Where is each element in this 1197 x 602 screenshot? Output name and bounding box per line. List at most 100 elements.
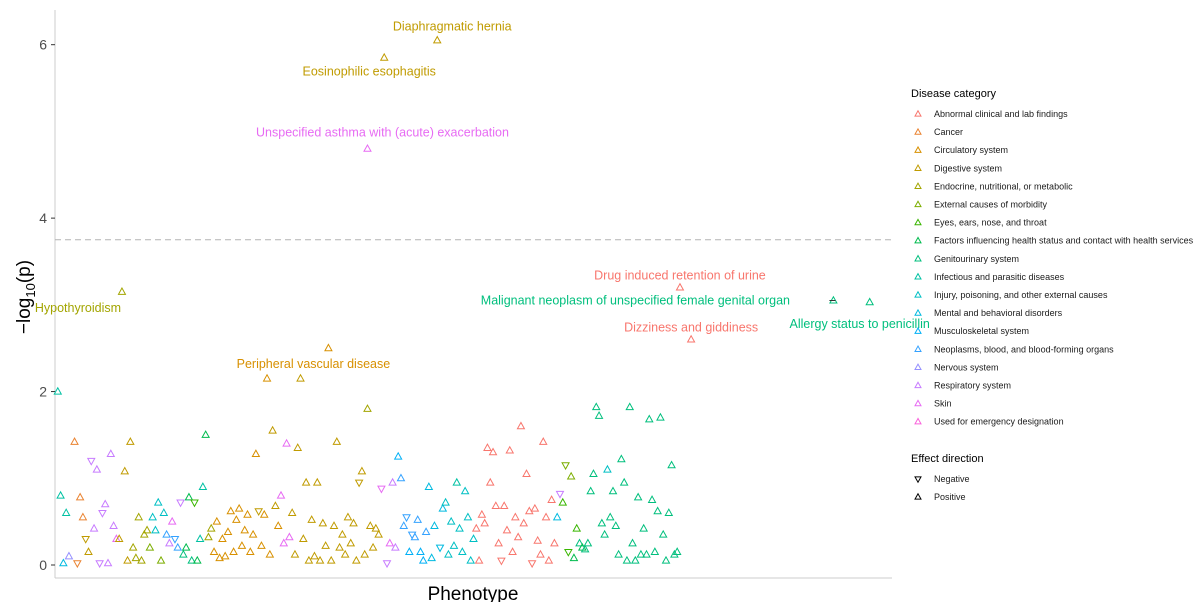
legend-item-label: Neoplasms, blood, and blood-forming orga…	[934, 344, 1114, 354]
legend-item-label: Abnormal clinical and lab findings	[934, 109, 1068, 119]
data-point	[661, 555, 671, 564]
data-point	[276, 490, 286, 499]
legend-key	[914, 345, 922, 352]
legend-item-label: Skin	[934, 399, 952, 409]
data-point	[444, 549, 453, 558]
data-point	[75, 492, 85, 501]
data-point	[287, 508, 297, 516]
legend-title-direction: Effect direction	[911, 453, 984, 465]
data-point	[469, 534, 478, 542]
data-point	[644, 414, 654, 423]
data-point	[131, 553, 141, 562]
data-point	[206, 523, 216, 532]
data-point	[64, 551, 74, 560]
data-point	[209, 547, 219, 556]
data-point	[282, 438, 291, 447]
legend-key	[914, 236, 922, 244]
data-point	[483, 443, 492, 451]
legend-item-label: Injury, poisoning, and other external ca…	[934, 290, 1108, 300]
data-point	[491, 501, 501, 510]
legend-key	[914, 109, 922, 117]
data-point	[452, 477, 462, 486]
data-point	[647, 495, 657, 503]
data-point	[371, 523, 381, 532]
data-point	[343, 512, 353, 521]
legend-item-label: External causes of morbidity	[934, 200, 1048, 210]
data-point	[254, 508, 264, 517]
data-point	[178, 549, 188, 558]
data-point	[658, 529, 668, 538]
legend-key	[914, 254, 922, 262]
data-point	[318, 518, 328, 527]
data-point	[165, 538, 174, 547]
legend-item-label: Infectious and parasitic diseases	[934, 272, 1065, 282]
data-point	[265, 549, 275, 558]
data-point	[218, 534, 227, 542]
data-point	[477, 509, 487, 518]
legend-item-label: Endocrine, nutritional, or metabolic	[934, 181, 1073, 191]
data-point	[324, 343, 333, 352]
data-point	[271, 501, 280, 510]
data-point	[416, 547, 425, 556]
data-point	[170, 535, 180, 544]
data-point	[290, 549, 300, 558]
data-point	[516, 421, 526, 430]
data-point	[120, 466, 130, 475]
legend-key	[914, 308, 922, 316]
data-point	[391, 542, 400, 551]
point-annotation: Unspecified asthma with (acute) exacerba…	[256, 126, 509, 140]
legend-key	[914, 492, 922, 500]
data-point	[123, 555, 132, 564]
legend-key	[914, 145, 922, 153]
data-point	[173, 542, 183, 551]
legend-key	[914, 200, 922, 208]
data-point	[670, 549, 679, 558]
data-point	[273, 521, 283, 529]
data-point	[377, 485, 386, 494]
point-annotation: Eosinophilic esophagitis	[303, 65, 436, 79]
legend-title-category: Disease category	[911, 88, 996, 100]
data-point	[335, 542, 344, 551]
data-point	[527, 560, 537, 569]
data-point	[312, 477, 322, 486]
data-point	[628, 538, 637, 547]
data-point	[70, 437, 79, 445]
data-point	[413, 515, 423, 523]
point-annotation: Diaphragmatic hernia	[393, 19, 512, 33]
data-point	[243, 509, 252, 518]
data-point	[340, 549, 350, 558]
data-point	[550, 538, 559, 547]
legend-item-label: Musculoskeletal system	[934, 326, 1029, 336]
data-point	[597, 518, 607, 527]
data-point	[402, 514, 411, 523]
data-point	[513, 532, 523, 541]
data-point	[346, 538, 356, 547]
legend-key	[914, 182, 922, 190]
data-point	[511, 512, 520, 521]
data-point	[204, 532, 213, 541]
data-point	[257, 541, 266, 549]
data-point	[262, 373, 272, 382]
legend-item-label: Respiratory system	[934, 381, 1011, 391]
data-point	[424, 482, 434, 490]
legend-item-label: Negative	[934, 474, 970, 484]
data-point	[675, 282, 685, 291]
data-point	[642, 549, 651, 558]
data-point	[427, 553, 436, 562]
data-point	[293, 443, 303, 451]
data-point	[633, 492, 643, 501]
data-point	[310, 551, 319, 560]
data-point	[502, 525, 512, 534]
legend-item-label: Digestive system	[934, 163, 1002, 173]
data-point	[142, 525, 152, 534]
data-point	[404, 547, 414, 556]
data-point	[625, 402, 635, 411]
data-point	[650, 547, 660, 556]
data-point	[365, 521, 375, 529]
data-point	[441, 497, 450, 506]
data-point	[226, 506, 236, 515]
data-point	[530, 503, 540, 512]
data-point	[117, 287, 127, 295]
data-point	[829, 295, 838, 304]
data-point	[558, 497, 568, 506]
